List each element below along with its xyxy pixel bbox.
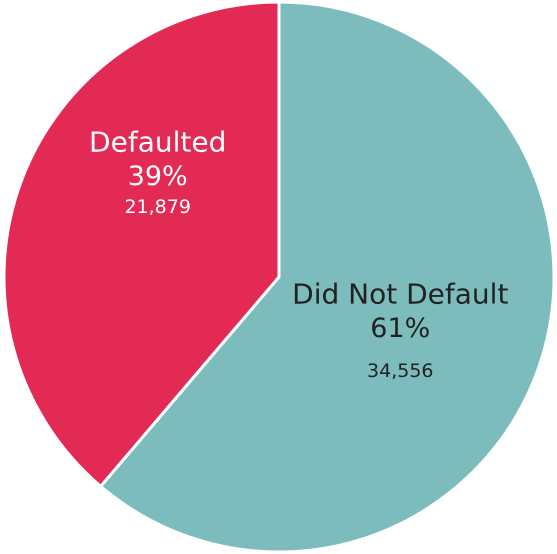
slice-percentage: 39% [128,161,188,192]
slice-count: 34,556 [367,360,433,382]
slice-name: Did Not Default [292,278,508,311]
pie-slice [98,0,556,554]
slice-count: 21,879 [124,196,190,218]
slice-name: Defaulted [89,125,226,158]
slice-percentage: 61% [370,313,430,344]
pie-slice [2,0,281,489]
